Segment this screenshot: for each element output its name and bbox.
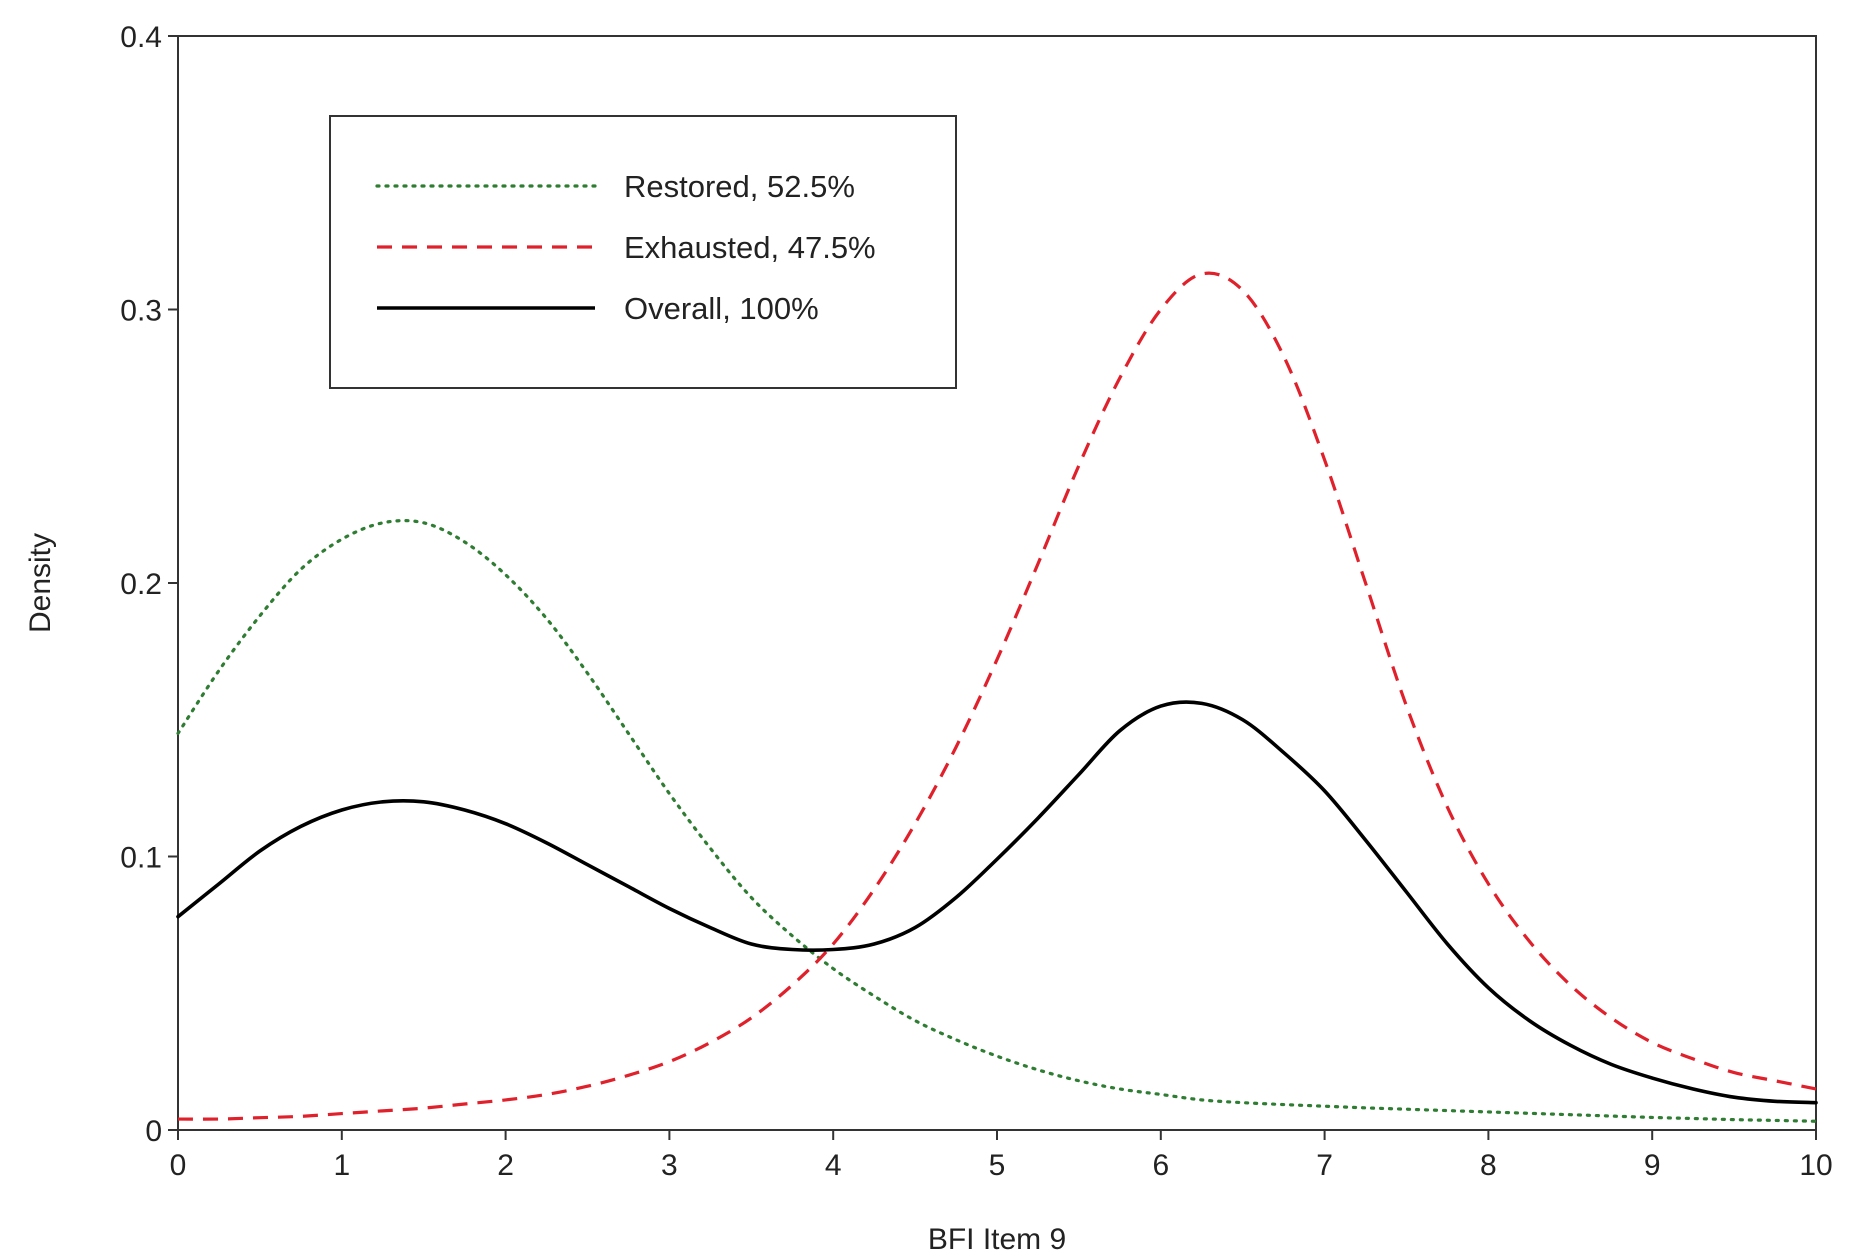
legend-box <box>329 115 957 389</box>
x-tick-label: 9 <box>1644 1149 1661 1182</box>
x-tick-label: 0 <box>170 1149 187 1182</box>
x-tick-label: 4 <box>825 1149 842 1182</box>
y-tick-label: 0 <box>145 1115 162 1148</box>
series-lines <box>176 271 1818 1123</box>
legend-label-restored: Restored, 52.5% <box>624 169 855 204</box>
x-tick-label: 2 <box>497 1149 514 1182</box>
x-tick-label: 10 <box>1799 1149 1832 1182</box>
x-tick-label: 7 <box>1316 1149 1333 1182</box>
x-tick-label: 5 <box>989 1149 1006 1182</box>
series-line-exhausted <box>177 271 1817 1121</box>
legend: Restored, 52.5% Exhausted, 47.5% Overall… <box>329 115 957 389</box>
y-tick-label: 0.4 <box>120 21 162 54</box>
y-tick-label: 0.1 <box>120 842 162 875</box>
x-tick-label: 6 <box>1152 1149 1169 1182</box>
y-axis-title: Density <box>24 533 57 633</box>
x-axis-title: BFI Item 9 <box>928 1223 1066 1256</box>
y-axis: 0 0.1 0.2 0.3 0.4 <box>120 21 178 1148</box>
x-tick-label: 1 <box>333 1149 350 1182</box>
x-tick-label: 3 <box>661 1149 678 1182</box>
x-axis: 0 1 2 3 4 5 6 7 8 9 10 <box>170 1130 1833 1182</box>
y-tick-label: 0.2 <box>120 568 162 601</box>
series-line-overall <box>176 700 1818 1105</box>
legend-label-exhausted: Exhausted, 47.5% <box>624 230 876 265</box>
y-tick-label: 0.3 <box>120 295 162 328</box>
legend-label-overall: Overall, 100% <box>624 291 819 326</box>
x-tick-label: 8 <box>1480 1149 1497 1182</box>
series-line-restored <box>176 519 1818 1123</box>
